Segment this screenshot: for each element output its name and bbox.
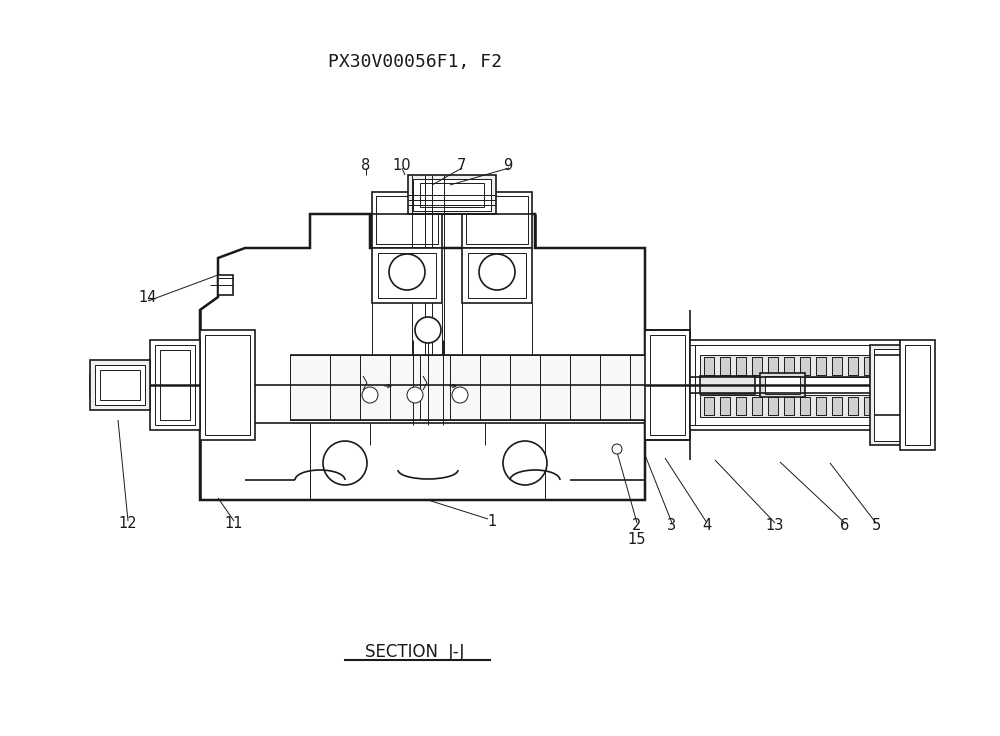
- Bar: [905, 345, 930, 445]
- Bar: [468, 253, 526, 298]
- Bar: [290, 355, 650, 420]
- Text: 15: 15: [628, 533, 646, 548]
- Circle shape: [323, 441, 367, 485]
- Bar: [848, 397, 858, 415]
- Bar: [700, 376, 755, 394]
- Bar: [372, 192, 442, 248]
- Bar: [704, 397, 714, 415]
- Bar: [736, 357, 746, 375]
- Text: 10: 10: [393, 158, 411, 172]
- Polygon shape: [200, 214, 645, 500]
- Bar: [90, 360, 150, 410]
- Circle shape: [415, 317, 441, 343]
- Bar: [155, 345, 195, 425]
- Bar: [462, 192, 532, 248]
- Bar: [720, 357, 730, 375]
- Circle shape: [389, 254, 425, 290]
- Bar: [645, 330, 690, 440]
- Circle shape: [362, 387, 378, 403]
- Bar: [700, 395, 875, 417]
- Bar: [874, 349, 906, 441]
- Bar: [765, 376, 800, 394]
- Bar: [816, 397, 826, 415]
- Bar: [376, 196, 438, 244]
- Bar: [462, 248, 532, 303]
- Text: PX30V00056F1, F2: PX30V00056F1, F2: [328, 53, 502, 71]
- Bar: [800, 357, 810, 375]
- Bar: [784, 357, 794, 375]
- Bar: [864, 397, 874, 415]
- Bar: [768, 357, 778, 375]
- Bar: [752, 357, 762, 375]
- Text: 4: 4: [702, 518, 712, 534]
- Text: 9: 9: [503, 158, 513, 172]
- Circle shape: [479, 254, 515, 290]
- Bar: [408, 175, 496, 214]
- Bar: [700, 355, 875, 377]
- Bar: [413, 179, 491, 211]
- Text: 7: 7: [456, 158, 466, 172]
- Bar: [832, 357, 842, 375]
- Bar: [160, 350, 190, 420]
- Bar: [205, 335, 250, 435]
- Text: 11: 11: [225, 517, 243, 531]
- Circle shape: [452, 387, 468, 403]
- Bar: [870, 345, 910, 445]
- Bar: [720, 397, 730, 415]
- Bar: [466, 196, 528, 244]
- Bar: [200, 330, 255, 440]
- Bar: [832, 397, 842, 415]
- Bar: [650, 335, 685, 435]
- Bar: [864, 357, 874, 375]
- Bar: [752, 397, 762, 415]
- Bar: [736, 397, 746, 415]
- Text: 6: 6: [840, 518, 850, 534]
- Bar: [372, 248, 442, 303]
- Bar: [378, 253, 436, 298]
- Text: 1: 1: [487, 514, 497, 529]
- Circle shape: [407, 387, 423, 403]
- Text: 14: 14: [139, 291, 157, 305]
- Text: SECTION  J-J: SECTION J-J: [365, 643, 465, 661]
- Bar: [95, 365, 145, 405]
- Bar: [150, 340, 200, 430]
- Text: 13: 13: [766, 518, 784, 534]
- Bar: [816, 357, 826, 375]
- Bar: [800, 397, 810, 415]
- Text: 3: 3: [667, 518, 677, 534]
- Circle shape: [612, 444, 622, 454]
- Bar: [695, 345, 895, 425]
- Bar: [768, 397, 778, 415]
- Bar: [848, 357, 858, 375]
- Bar: [690, 340, 900, 430]
- Text: 8: 8: [361, 158, 371, 172]
- Bar: [760, 373, 805, 397]
- Bar: [784, 397, 794, 415]
- Bar: [900, 340, 935, 450]
- Circle shape: [503, 441, 547, 485]
- Bar: [420, 183, 484, 207]
- Bar: [218, 275, 233, 295]
- Text: 2: 2: [632, 518, 642, 534]
- Text: 5: 5: [871, 518, 881, 534]
- Bar: [100, 370, 140, 400]
- Bar: [704, 357, 714, 375]
- Text: 12: 12: [119, 517, 137, 531]
